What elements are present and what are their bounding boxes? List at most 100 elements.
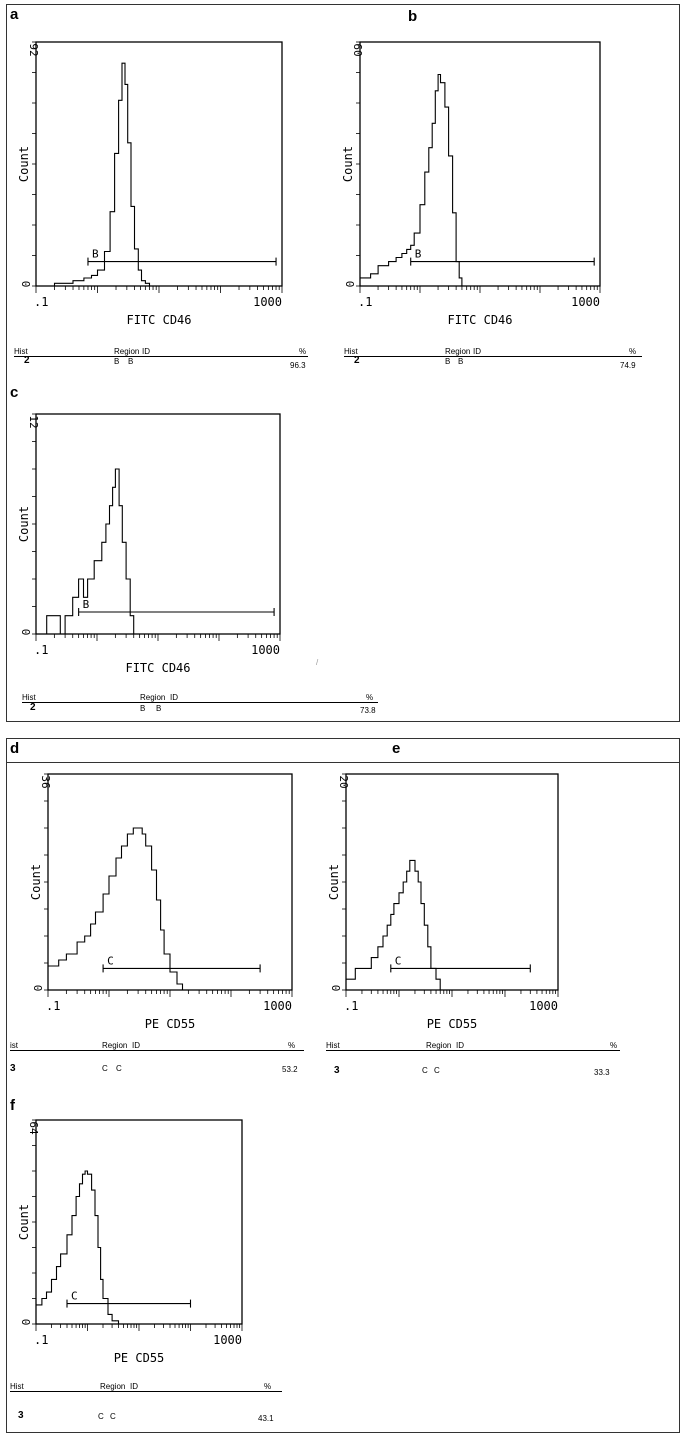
- table-header-id: ID: [473, 347, 481, 356]
- table-region-value: B: [445, 357, 451, 366]
- table-id-value: B: [458, 357, 464, 366]
- table-rule: [10, 1391, 282, 1392]
- stats-table-b: Hist Region ID % 2 B B 74.9: [344, 347, 642, 371]
- table-header-region: Region: [100, 1382, 126, 1391]
- histogram-trace: [36, 468, 280, 635]
- y-tick-label-min: 0: [20, 281, 33, 288]
- histogram-trace: [360, 73, 600, 287]
- stats-table-c: Hist Region ID % 2 B B 73.8: [22, 693, 378, 717]
- table-percent-value: 53.2: [282, 1065, 298, 1074]
- x-tick-label-min: .1: [46, 999, 60, 1013]
- table-header-percent: %: [299, 347, 307, 356]
- table-header-region: Region: [426, 1041, 452, 1050]
- histogram-panel-b: .1 1000 0 60 FITC CD46 Count B: [341, 41, 601, 327]
- lower-figure-frame: [6, 738, 680, 1433]
- table-header-region: Region: [140, 693, 166, 702]
- x-axis-label: PE CD55: [427, 1017, 478, 1028]
- y-tick-label-min: 0: [20, 1319, 33, 1326]
- gate-label: C: [107, 954, 114, 967]
- table-hist-value: 2: [24, 355, 30, 366]
- table-percent-value: 43.1: [258, 1414, 274, 1423]
- table-id-value: B: [128, 357, 134, 366]
- table-header-hist: Hist: [326, 1041, 340, 1050]
- histogram-trace: [48, 827, 292, 991]
- panel-letter-c: c: [10, 384, 19, 401]
- table-hist-value: 2: [30, 702, 36, 713]
- x-axis-label: PE CD55: [114, 1351, 165, 1364]
- histogram-panel-e: .1 1000 0 20 PE CD55 Count C: [327, 773, 559, 1028]
- y-tick-label-min: 0: [32, 985, 45, 992]
- stats-table-d: ist Region ID % 3 C C 53.2: [10, 1041, 304, 1075]
- table-hist-value: 3: [18, 1410, 24, 1421]
- x-tick-label-min: .1: [34, 1333, 48, 1347]
- y-tick-label-max: 36: [39, 775, 52, 788]
- lower-header-divider: [6, 762, 680, 763]
- stats-table-a: Hist Region ID % 2 B B 96.3: [14, 347, 308, 371]
- table-header-hist: Hist: [14, 347, 28, 356]
- x-tick-label-min: .1: [344, 999, 358, 1013]
- histogram-trace: [36, 62, 282, 287]
- y-axis-label: Count: [17, 146, 31, 182]
- stats-table-e: Hist Region ID % 3 C C 33.3: [326, 1041, 620, 1077]
- table-header-id: ID: [170, 693, 178, 702]
- y-tick-label-max: 20: [337, 775, 350, 788]
- table-percent-value: 73.8: [360, 706, 376, 715]
- upper-figure-frame: [6, 4, 680, 722]
- histogram-panel-f: .1 1000 0 64 PE CD55 Count C: [17, 1119, 243, 1364]
- table-header-id: ID: [130, 1382, 138, 1391]
- y-axis-label: Count: [341, 146, 355, 182]
- x-tick-label-min: .1: [358, 295, 372, 309]
- table-header-region: Region: [114, 347, 140, 356]
- x-axis-label: FITC CD46: [447, 313, 512, 327]
- y-tick-label-min: 0: [330, 985, 343, 992]
- panel-letter-e: e: [392, 740, 401, 757]
- x-axis-label: FITC CD46: [125, 661, 190, 672]
- panel-letter-b: b: [408, 8, 418, 25]
- table-rule: [10, 1050, 304, 1051]
- histogram-trace: [346, 859, 558, 991]
- table-region-value: C: [422, 1066, 428, 1075]
- stats-table-f: Hist Region ID % 3 C C 43.1: [10, 1382, 282, 1423]
- y-tick-label-max: 60: [351, 43, 364, 56]
- table-id-value: B: [156, 704, 162, 713]
- histogram-trace: [36, 1170, 242, 1325]
- table-header-percent: %: [366, 693, 374, 702]
- y-tick-label-max: 12: [27, 415, 40, 428]
- table-header-region: Region: [445, 347, 471, 356]
- y-tick-label-min: 0: [344, 281, 357, 288]
- table-hist-value: 2: [354, 355, 360, 366]
- x-axis-label: FITC CD46: [126, 313, 191, 327]
- table-header-hist: Hist: [22, 693, 36, 702]
- x-tick-label-max: 1000: [571, 295, 600, 309]
- y-axis-label: Count: [17, 1204, 31, 1240]
- gate-label: C: [71, 1290, 78, 1303]
- histogram-panel-c: .1 1000 0 12 FITC CD46 Count B: [17, 413, 281, 672]
- plot-frame: [35, 1119, 243, 1325]
- x-tick-label-min: .1: [34, 643, 48, 657]
- x-tick-label-max: 1000: [263, 999, 292, 1013]
- gate-label: B: [92, 248, 99, 261]
- x-tick-label-max: 1000: [253, 295, 282, 309]
- table-region-value: B: [140, 704, 146, 713]
- table-id-value: C: [434, 1066, 440, 1075]
- table-header-hist: Hist: [344, 347, 358, 356]
- table-rule: [14, 356, 308, 357]
- table-header-percent: %: [264, 1382, 272, 1391]
- table-region-value: C: [98, 1412, 104, 1421]
- x-tick-label-max: 1000: [213, 1333, 242, 1347]
- table-id-value: C: [116, 1064, 122, 1073]
- panel-letter-a: a: [10, 6, 19, 23]
- table-region-value: C: [102, 1064, 108, 1073]
- gate-label: B: [83, 598, 90, 611]
- plot-frame: [35, 41, 283, 287]
- stray-mark: /: [316, 658, 319, 667]
- table-percent-value: 96.3: [290, 361, 306, 370]
- table-header-hist: Hist: [10, 1382, 24, 1391]
- y-tick-label-min: 0: [20, 629, 33, 636]
- table-percent-value: 74.9: [620, 361, 636, 370]
- table-header-id: ID: [142, 347, 150, 356]
- table-region-value: B: [114, 357, 120, 366]
- table-rule: [344, 356, 642, 357]
- table-header-percent: %: [629, 347, 637, 356]
- gate-label: B: [415, 248, 422, 261]
